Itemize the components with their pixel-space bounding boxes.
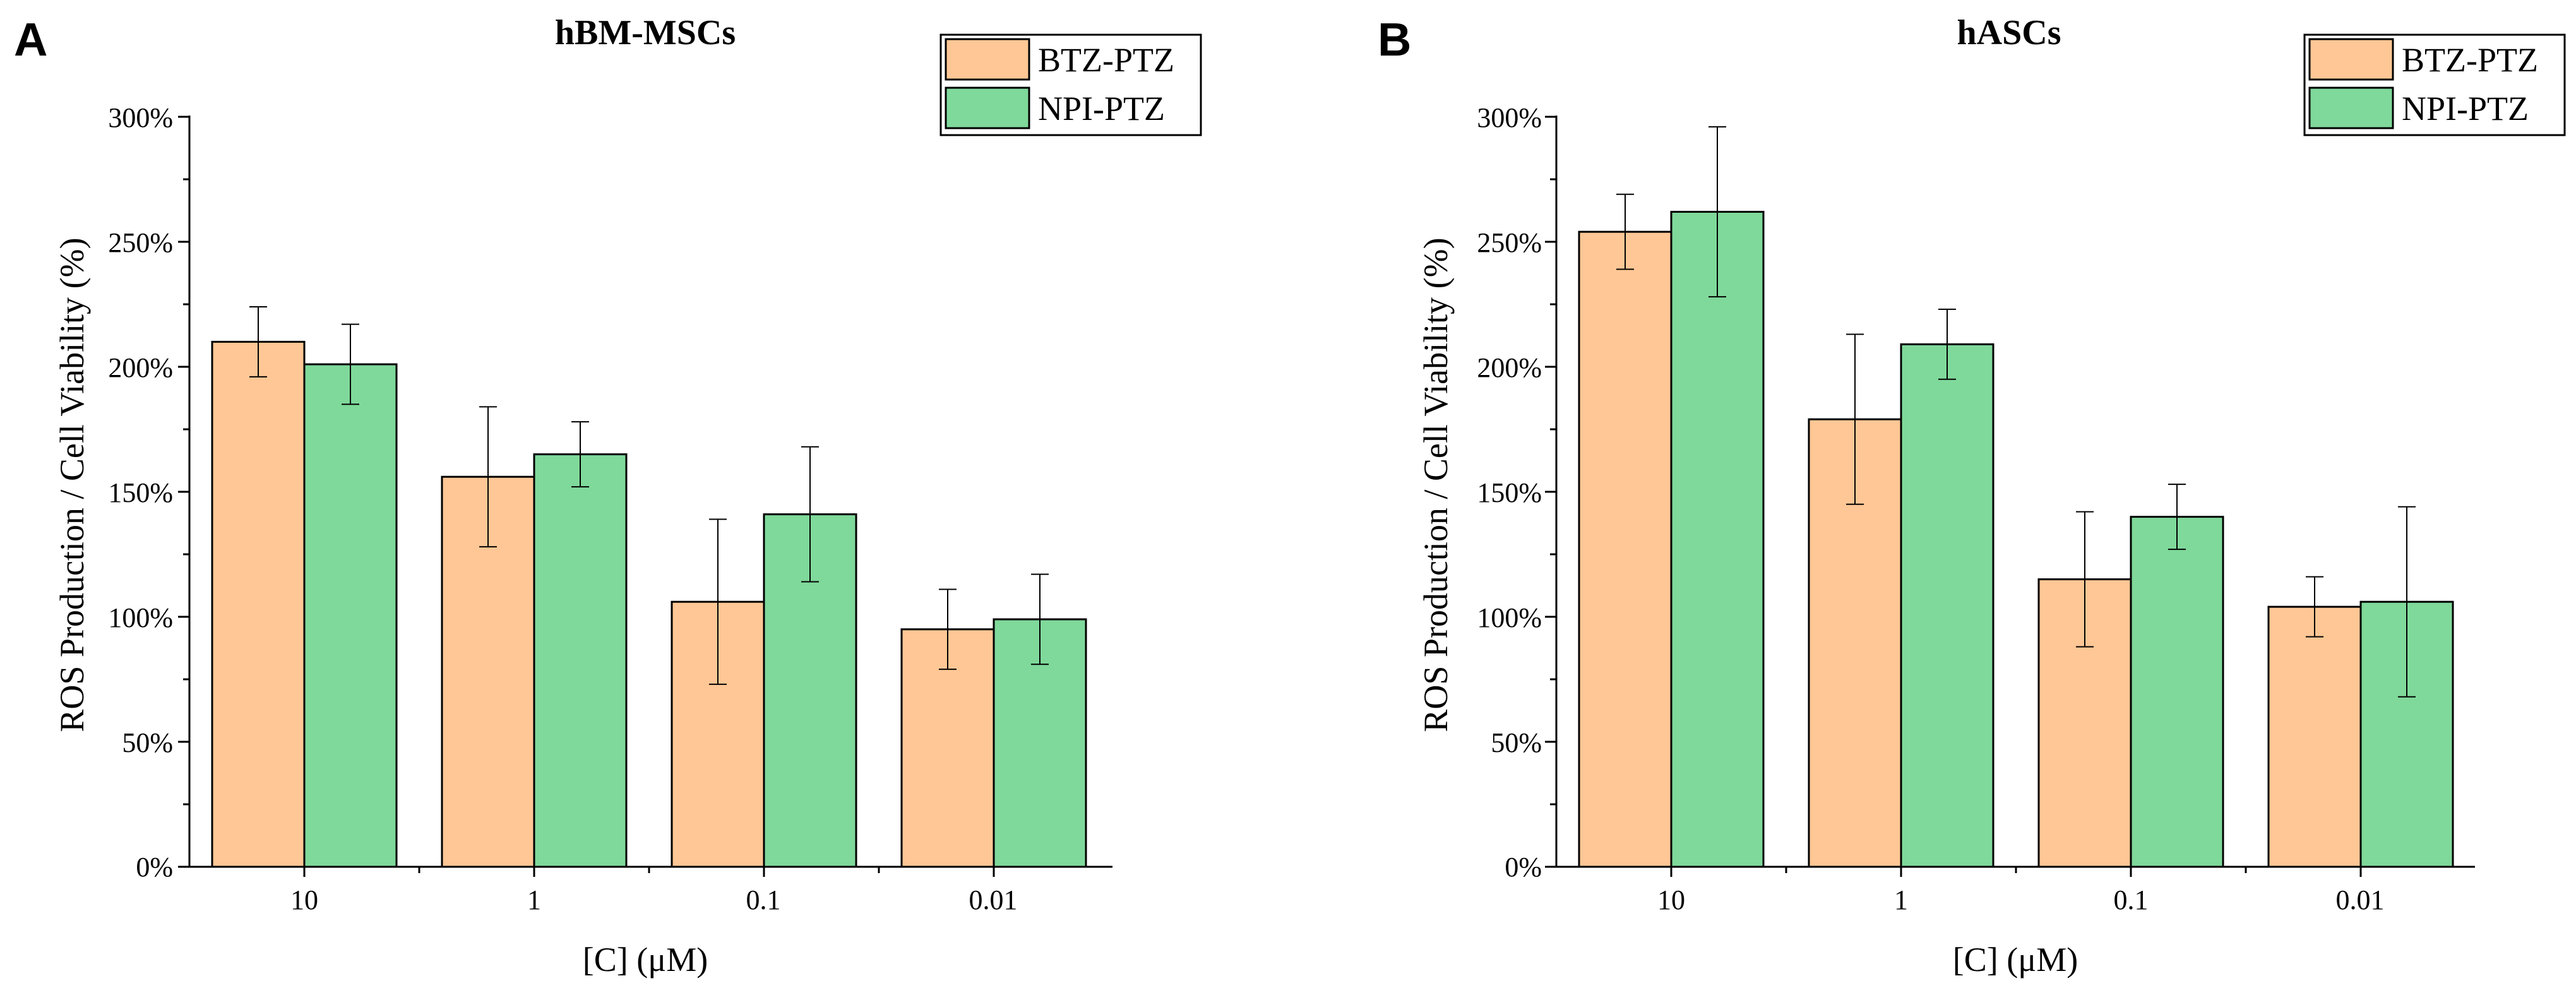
bars: [211, 340, 1087, 868]
legend-swatch-btz-ptz: [2308, 38, 2394, 81]
panel-a: A hBM-MSCs ROS Production / Cell Viabili…: [14, 13, 1202, 979]
y-tick-label: 50%: [1491, 727, 1542, 758]
bar-npi-ptz-10: [1670, 210, 1765, 868]
y-tick-label: 200%: [1477, 352, 1542, 383]
panel-letter: B: [1378, 13, 1411, 66]
bar-btz-ptz-10: [1578, 230, 1673, 868]
x-axis-label: [C] (μM): [1953, 941, 2078, 979]
x-tick-label: 0.1: [746, 884, 781, 915]
x-axis-label: [C] (μM): [583, 941, 708, 979]
y-tick-label: 150%: [108, 477, 173, 508]
bar-npi-ptz-0.1: [2130, 516, 2224, 868]
legend: BTZ-PTZ NPI-PTZ: [939, 33, 1202, 136]
legend-swatch-btz-ptz: [945, 38, 1030, 81]
y-tick-label: 150%: [1477, 477, 1542, 508]
x-tick-label: 1: [527, 884, 541, 915]
y-tick-label: 0%: [136, 852, 173, 883]
bar-npi-ptz-10: [303, 363, 398, 868]
y-tick-label: 250%: [108, 227, 173, 258]
x-tick-label: 0.01: [969, 884, 1018, 915]
legend-swatch-npi-ptz: [2308, 86, 2394, 129]
error-bars: [1616, 126, 2416, 698]
y-tick-labels: 300% 250% 200% 150% 100% 50% 0%: [108, 102, 173, 883]
bar-btz-ptz-10: [211, 340, 306, 868]
y-tick-labels: 300% 250% 200% 150% 100% 50% 0%: [1477, 102, 1542, 883]
x-tick-label: 10: [1657, 884, 1685, 915]
panel-letter: A: [14, 13, 47, 66]
legend-label-npi-ptz: NPI-PTZ: [1038, 90, 1165, 128]
bar-btz-ptz-0.01: [2267, 605, 2362, 868]
y-tick-label: 50%: [122, 727, 173, 758]
chart-title: hBM-MSCs: [555, 13, 736, 52]
x-tick-labels: 10 1 0.1 0.01: [290, 884, 1018, 915]
legend-swatch-npi-ptz: [945, 86, 1030, 129]
y-axis-label: ROS Production / Cell Viability (%): [53, 237, 91, 732]
axes: [1545, 116, 2475, 877]
bars: [1578, 210, 2454, 868]
y-tick-label: 300%: [1477, 102, 1542, 133]
legend-label-npi-ptz: NPI-PTZ: [2402, 90, 2529, 128]
chart-title: hASCs: [1957, 13, 2061, 52]
y-tick-label: 100%: [1477, 602, 1542, 633]
axes: [178, 116, 1112, 877]
legend: BTZ-PTZ NPI-PTZ: [2303, 33, 2566, 136]
x-tick-label: 0.1: [2114, 884, 2149, 915]
y-axis-label: ROS Production / Cell Viability (%): [1417, 237, 1455, 732]
legend-label-btz-ptz: BTZ-PTZ: [2402, 41, 2538, 79]
y-tick-label: 300%: [108, 102, 173, 133]
error-bars: [249, 306, 1049, 685]
y-tick-label: 100%: [108, 602, 173, 633]
panel-b: B hASCs ROS Production / Cell Viability …: [1378, 13, 2566, 979]
bar-npi-ptz-1: [533, 453, 628, 868]
x-tick-label: 0.01: [2336, 884, 2385, 915]
x-tick-labels: 10 1 0.1 0.01: [1657, 884, 2385, 915]
legend-label-btz-ptz: BTZ-PTZ: [1038, 41, 1174, 79]
x-tick-label: 10: [290, 884, 318, 915]
x-tick-label: 1: [1894, 884, 1908, 915]
bar-npi-ptz-1: [1900, 343, 1995, 868]
y-tick-label: 0%: [1505, 852, 1542, 883]
y-tick-label: 200%: [108, 352, 173, 383]
y-tick-label: 250%: [1477, 227, 1542, 258]
